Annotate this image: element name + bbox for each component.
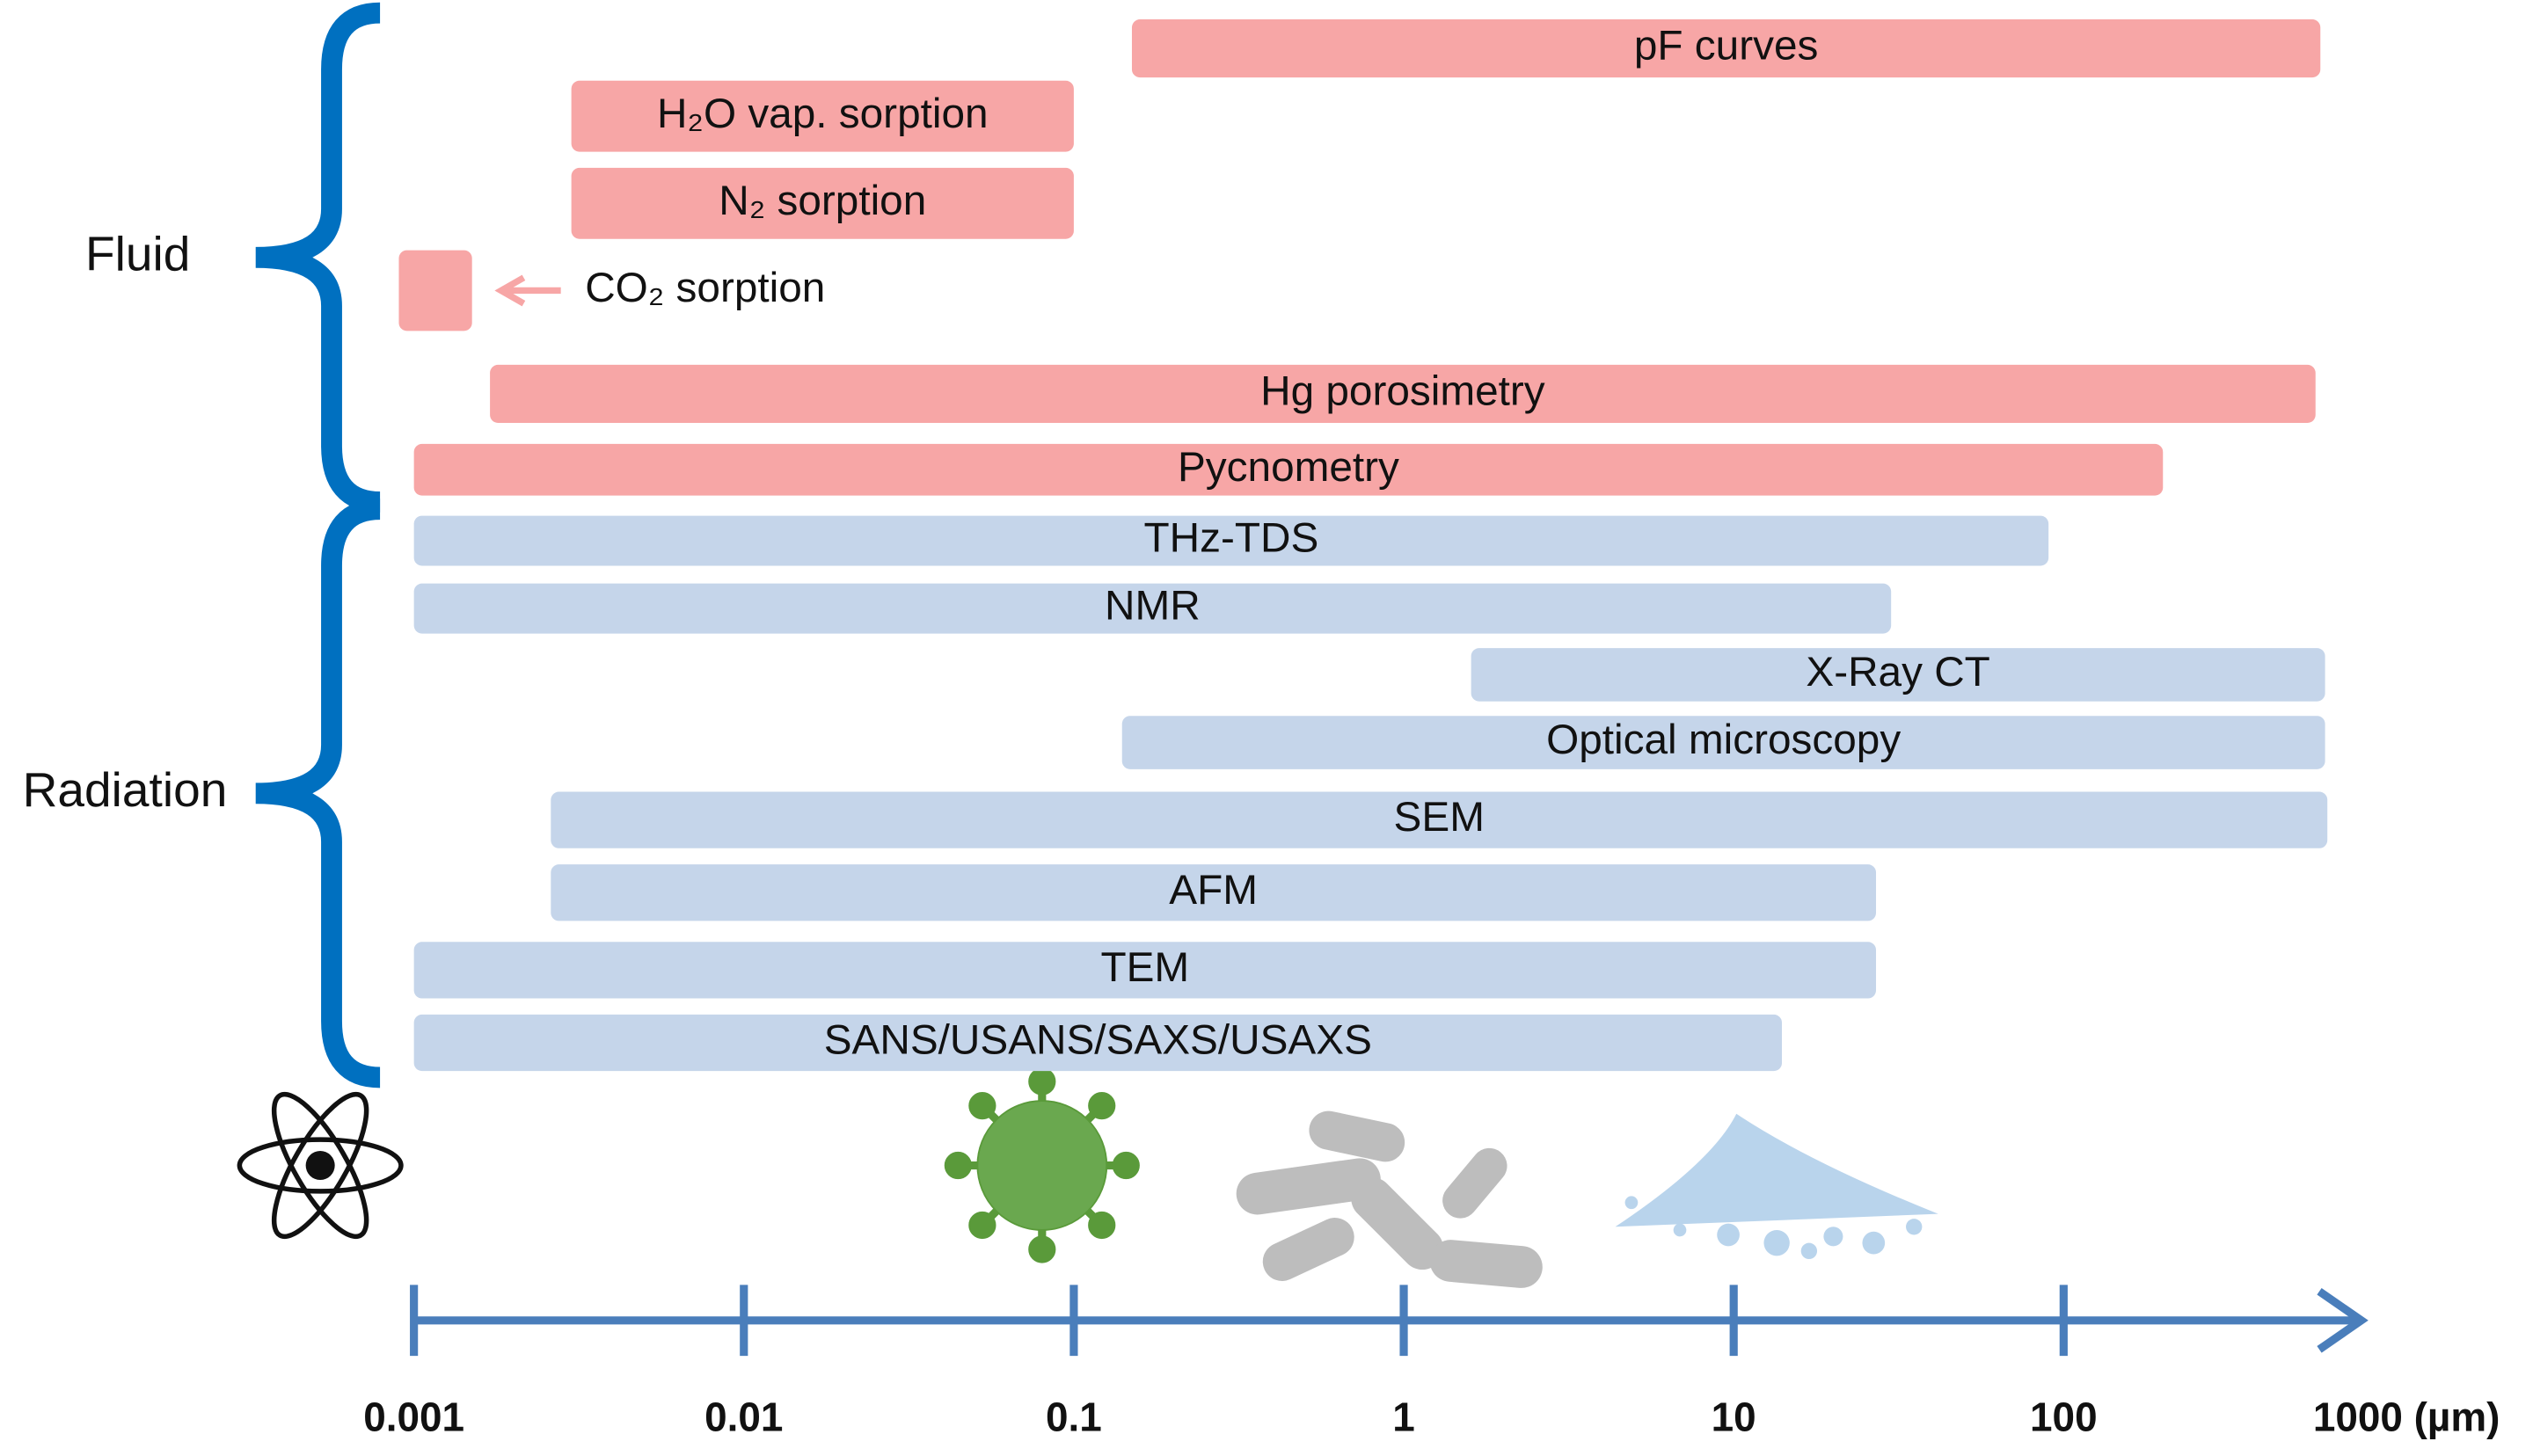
range-bar (1471, 648, 2325, 702)
range-bar (551, 791, 2328, 848)
bar-label: AFM (1169, 867, 1258, 914)
range-bar (413, 942, 1877, 999)
bar-label: pF curves (1634, 23, 1819, 69)
range-bar (571, 80, 1074, 152)
range-bar (413, 443, 2164, 496)
atom-icon (237, 1091, 404, 1240)
scale-icons (237, 1067, 1938, 1288)
bar-label: TEM (1100, 944, 1189, 991)
x-tick-label: 1 (1392, 1394, 1415, 1440)
range-bar (571, 167, 1074, 239)
bar-label: H₂O vap. sorption (657, 91, 989, 137)
bar-label: N₂ sorption (719, 178, 926, 224)
range-bar (1131, 19, 2321, 78)
range-bar (490, 364, 2316, 424)
x-tick-label: 0.01 (704, 1394, 783, 1440)
powder-icon (1615, 1113, 1938, 1260)
range-bar (551, 864, 1877, 921)
x-tick-label: 100 (2030, 1394, 2098, 1440)
virus-icon (944, 1067, 1140, 1263)
range-bar (1121, 716, 2325, 769)
bar-label: CO₂ sorption (585, 265, 825, 311)
x-tick-label: 10 (1712, 1394, 1756, 1440)
range-bar (413, 1014, 1783, 1072)
group-label: Radiation (23, 762, 228, 817)
bar-label: Pycnometry (1178, 444, 1399, 491)
bar-label: SANS/USANS/SAXS/USAXS (824, 1017, 1372, 1064)
range-bar (398, 250, 472, 331)
range-bar (413, 515, 2049, 566)
bar-label: Optical microscopy (1546, 717, 1901, 763)
group-brace (255, 499, 381, 1088)
x-tick-label: 1000 (µm) (2313, 1394, 2500, 1440)
x-tick-label: 0.1 (1046, 1394, 1102, 1440)
bar-label: SEM (1394, 794, 1485, 841)
bacteria-icon (1236, 1110, 1543, 1288)
bar-label: Hg porosimetry (1260, 368, 1545, 415)
group-brace (255, 2, 381, 513)
x-axis-arrow (2317, 1287, 2369, 1353)
range-bar (413, 583, 1892, 634)
bar-label: THz-TDS (1143, 515, 1318, 562)
bar-label: X-Ray CT (1806, 649, 1989, 695)
x-tick-label: 0.001 (363, 1394, 464, 1440)
group-label: Fluid (85, 226, 190, 280)
label-arrow (494, 274, 561, 307)
bar-label: NMR (1105, 583, 1201, 630)
